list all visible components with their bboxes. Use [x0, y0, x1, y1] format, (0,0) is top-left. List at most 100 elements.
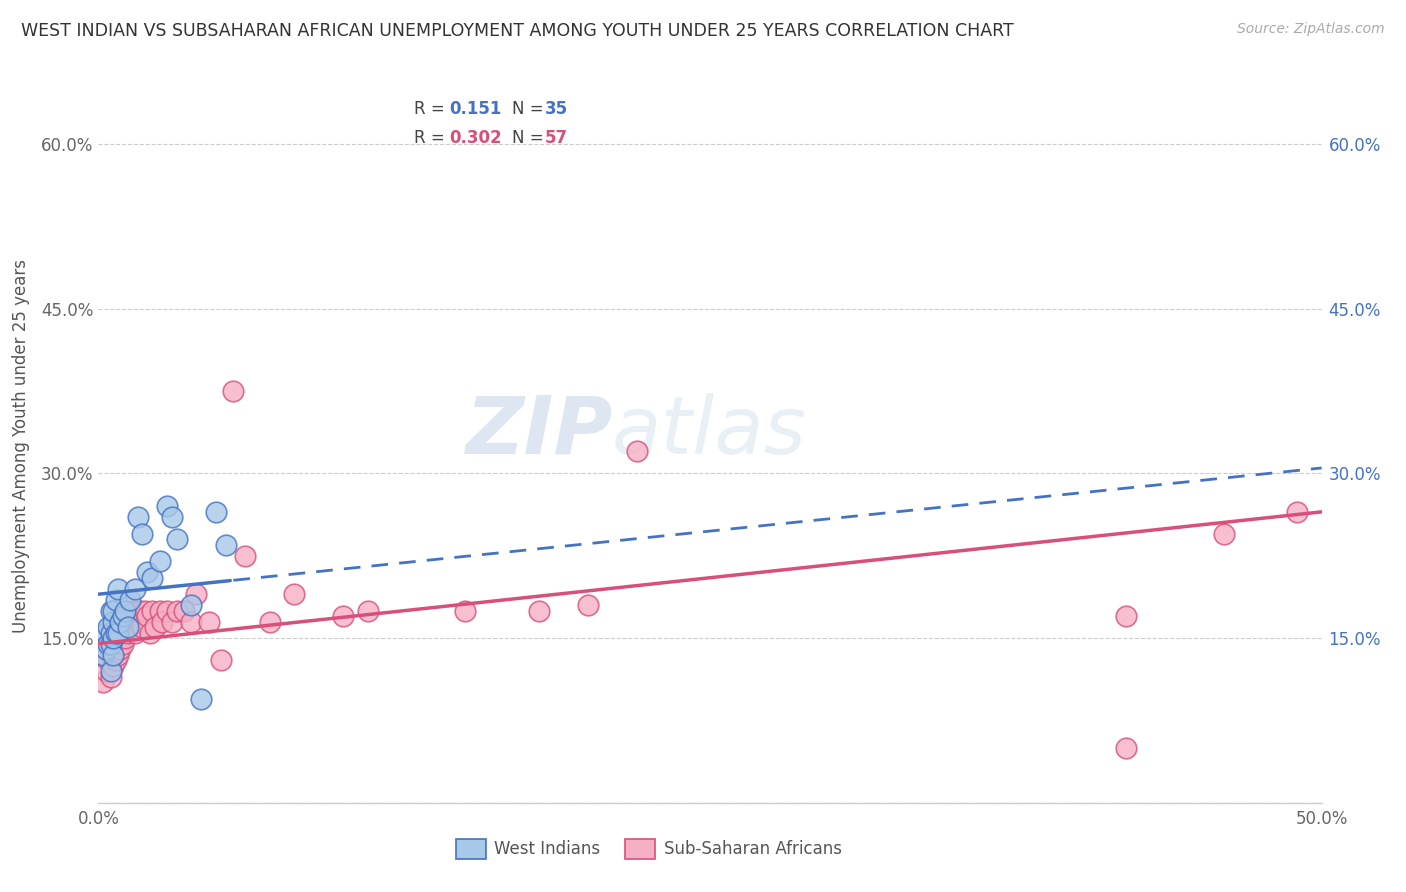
Point — [100, 664, 122, 678]
Point — [156, 604, 179, 618]
Point — [160, 615, 183, 629]
Point — [100, 648, 122, 662]
Point — [124, 625, 146, 640]
Text: 0.302: 0.302 — [450, 129, 502, 147]
Point — [143, 620, 166, 634]
Point — [101, 642, 124, 657]
Text: Source: ZipAtlas.com: Source: ZipAtlas.com — [1237, 22, 1385, 37]
Point — [160, 510, 183, 524]
Text: R =: R = — [413, 129, 450, 147]
Point — [97, 637, 120, 651]
Point — [101, 631, 124, 645]
Point — [214, 538, 236, 552]
Point — [97, 620, 120, 634]
Point — [110, 642, 132, 657]
Point — [180, 615, 202, 629]
Point — [121, 615, 143, 629]
Text: R =: R = — [413, 100, 450, 118]
Text: ZIP: ZIP — [465, 392, 612, 471]
Text: 0.151: 0.151 — [450, 100, 502, 118]
Point — [283, 587, 305, 601]
Point — [101, 604, 124, 618]
Point — [101, 615, 124, 629]
Point — [91, 648, 114, 662]
Point — [1115, 740, 1137, 755]
Point — [101, 658, 124, 673]
Point — [120, 604, 142, 618]
Point — [120, 615, 142, 629]
Point — [117, 625, 139, 640]
Point — [127, 615, 149, 629]
Point — [107, 582, 129, 596]
Point — [111, 609, 134, 624]
Point — [124, 604, 146, 618]
Point — [111, 625, 134, 640]
Point — [149, 604, 172, 618]
Point — [527, 604, 550, 618]
Point — [190, 691, 212, 706]
Y-axis label: Unemployment Among Youth under 25 years: Unemployment Among Youth under 25 years — [11, 259, 30, 633]
Point — [233, 549, 256, 563]
Point — [94, 664, 117, 678]
Point — [139, 625, 162, 640]
Point — [91, 675, 114, 690]
Point — [107, 625, 129, 640]
Text: 35: 35 — [546, 100, 568, 118]
Point — [101, 625, 124, 640]
Point — [124, 582, 146, 596]
Point — [107, 648, 129, 662]
Point — [104, 592, 127, 607]
Point — [131, 526, 153, 541]
Point — [166, 604, 188, 618]
Point — [136, 566, 159, 580]
Point — [94, 642, 117, 657]
Point — [100, 625, 122, 640]
Point — [205, 505, 228, 519]
Point — [104, 620, 127, 634]
Point — [114, 604, 136, 618]
Point — [173, 604, 195, 618]
Point — [454, 604, 477, 618]
Point — [100, 637, 122, 651]
Text: 57: 57 — [546, 129, 568, 147]
Point — [94, 625, 117, 640]
Text: N =: N = — [512, 100, 548, 118]
Point — [149, 554, 172, 568]
Point — [156, 500, 179, 514]
Point — [114, 615, 136, 629]
Point — [136, 609, 159, 624]
Point — [332, 609, 354, 624]
Point — [222, 384, 245, 398]
Point — [127, 510, 149, 524]
Point — [101, 648, 124, 662]
Point — [1286, 505, 1309, 519]
Point — [131, 620, 153, 634]
Point — [150, 615, 173, 629]
Point — [141, 571, 163, 585]
Point — [100, 669, 122, 683]
Point — [1212, 526, 1234, 541]
Point — [166, 533, 188, 547]
Point — [114, 631, 136, 645]
Point — [180, 598, 202, 612]
Point — [626, 444, 648, 458]
Point — [97, 653, 120, 667]
Point — [120, 592, 142, 607]
Legend: West Indians, Sub-Saharan Africans: West Indians, Sub-Saharan Africans — [450, 832, 848, 866]
Point — [111, 637, 134, 651]
Point — [134, 604, 156, 618]
Point — [186, 587, 208, 601]
Point — [100, 604, 122, 618]
Point — [110, 615, 132, 629]
Point — [117, 620, 139, 634]
Point — [104, 653, 127, 667]
Point — [197, 615, 219, 629]
Point — [209, 653, 232, 667]
Text: N =: N = — [512, 129, 548, 147]
Point — [356, 604, 378, 618]
Point — [259, 615, 281, 629]
Point — [110, 615, 132, 629]
Point — [97, 637, 120, 651]
Point — [576, 598, 599, 612]
Point — [104, 625, 127, 640]
